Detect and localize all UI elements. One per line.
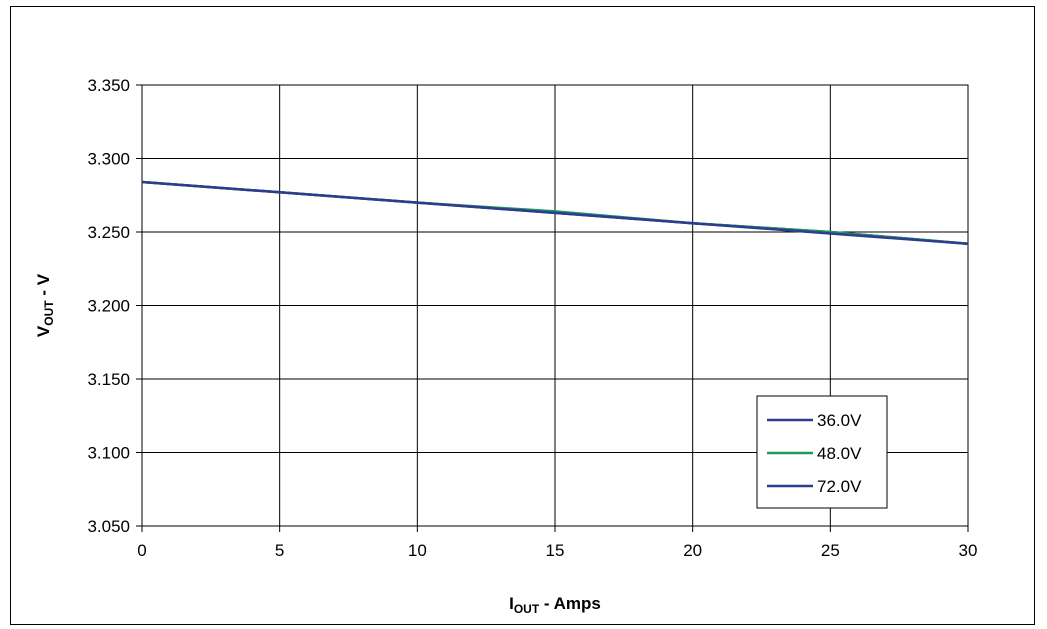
- legend-label: 72.0V: [817, 477, 862, 496]
- series-line-72.0V: [141, 180, 969, 246]
- y-tick-label: 3.300: [87, 150, 130, 169]
- legend-label: 48.0V: [817, 444, 862, 463]
- y-tick-label: 3.100: [87, 444, 130, 463]
- x-tick-label: 25: [821, 541, 840, 560]
- x-tick-label: 30: [959, 541, 978, 560]
- x-axis-title-text: IOUT - Amps: [509, 594, 601, 616]
- x-tick-label: 0: [137, 541, 146, 560]
- chart-svg: 0 5 10 15 20 25 30 3.050 3.100 3.150 3.200 3.250 3.3…: [34, 76, 977, 616]
- legend: 36.0V 48.0V 72.0V: [756, 395, 888, 509]
- y-tick-label: 3.200: [87, 297, 130, 316]
- legend-label: 36.0V: [817, 411, 862, 430]
- y-axis-title-text: VOUT - V: [34, 273, 56, 337]
- x-tick-label: 15: [546, 541, 565, 560]
- y-axis-title: VOUT - V: [34, 273, 56, 337]
- axis-ticks: 0 5 10 15 20 25 30 3.050 3.100 3.150 3.200 3.250 3.3…: [87, 76, 977, 560]
- x-tick-label: 5: [275, 541, 284, 560]
- series-layer: [141, 180, 969, 246]
- y-tick-label: 3.150: [87, 370, 130, 389]
- y-tick-label: 3.250: [87, 223, 130, 242]
- x-axis-title: IOUT - Amps: [509, 594, 601, 616]
- x-tick-label: 10: [408, 541, 427, 560]
- y-tick-label: 3.350: [87, 76, 130, 95]
- y-tick-label: 3.050: [87, 517, 130, 536]
- chart-frame: 0 5 10 15 20 25 30 3.050 3.100 3.150 3.200 3.250 3.3…: [10, 6, 1035, 625]
- x-tick-label: 20: [683, 541, 702, 560]
